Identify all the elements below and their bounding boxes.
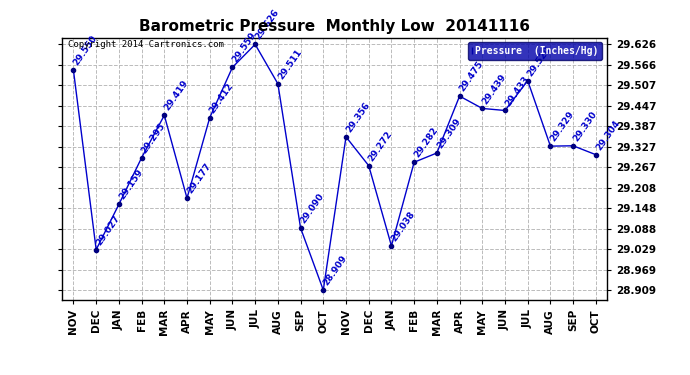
Text: 29.027: 29.027 — [95, 213, 121, 247]
Text: 29.475: 29.475 — [457, 60, 485, 93]
Text: 29.439: 29.439 — [480, 72, 508, 106]
Text: 28.909: 28.909 — [322, 254, 348, 287]
Text: Copyright 2014 Cartronics.com: Copyright 2014 Cartronics.com — [68, 40, 224, 49]
Text: 29.511: 29.511 — [276, 47, 304, 81]
Text: 29.419: 29.419 — [162, 79, 190, 112]
Text: 29.090: 29.090 — [299, 192, 326, 225]
Text: 29.433: 29.433 — [503, 74, 531, 108]
Text: 29.626: 29.626 — [253, 8, 281, 42]
Text: 29.177: 29.177 — [185, 162, 213, 195]
Text: 29.309: 29.309 — [435, 117, 462, 150]
Text: 29.356: 29.356 — [344, 100, 371, 134]
Text: 29.282: 29.282 — [413, 126, 440, 159]
Text: 29.329: 29.329 — [549, 110, 576, 143]
Text: 29.295: 29.295 — [140, 121, 167, 155]
Text: 29.520: 29.520 — [526, 44, 553, 78]
Text: 29.272: 29.272 — [367, 129, 394, 163]
Text: 29.159: 29.159 — [117, 168, 144, 202]
Text: 29.412: 29.412 — [208, 81, 235, 115]
Legend: Pressure  (Inches/Hg): Pressure (Inches/Hg) — [469, 42, 602, 60]
Text: 29.304: 29.304 — [594, 118, 621, 152]
Text: 29.038: 29.038 — [390, 210, 417, 243]
Title: Barometric Pressure  Monthly Low  20141116: Barometric Pressure Monthly Low 20141116 — [139, 18, 530, 33]
Text: 29.330: 29.330 — [571, 110, 598, 143]
Text: 29.550: 29.550 — [72, 34, 99, 68]
Text: 29.559: 29.559 — [230, 31, 258, 64]
